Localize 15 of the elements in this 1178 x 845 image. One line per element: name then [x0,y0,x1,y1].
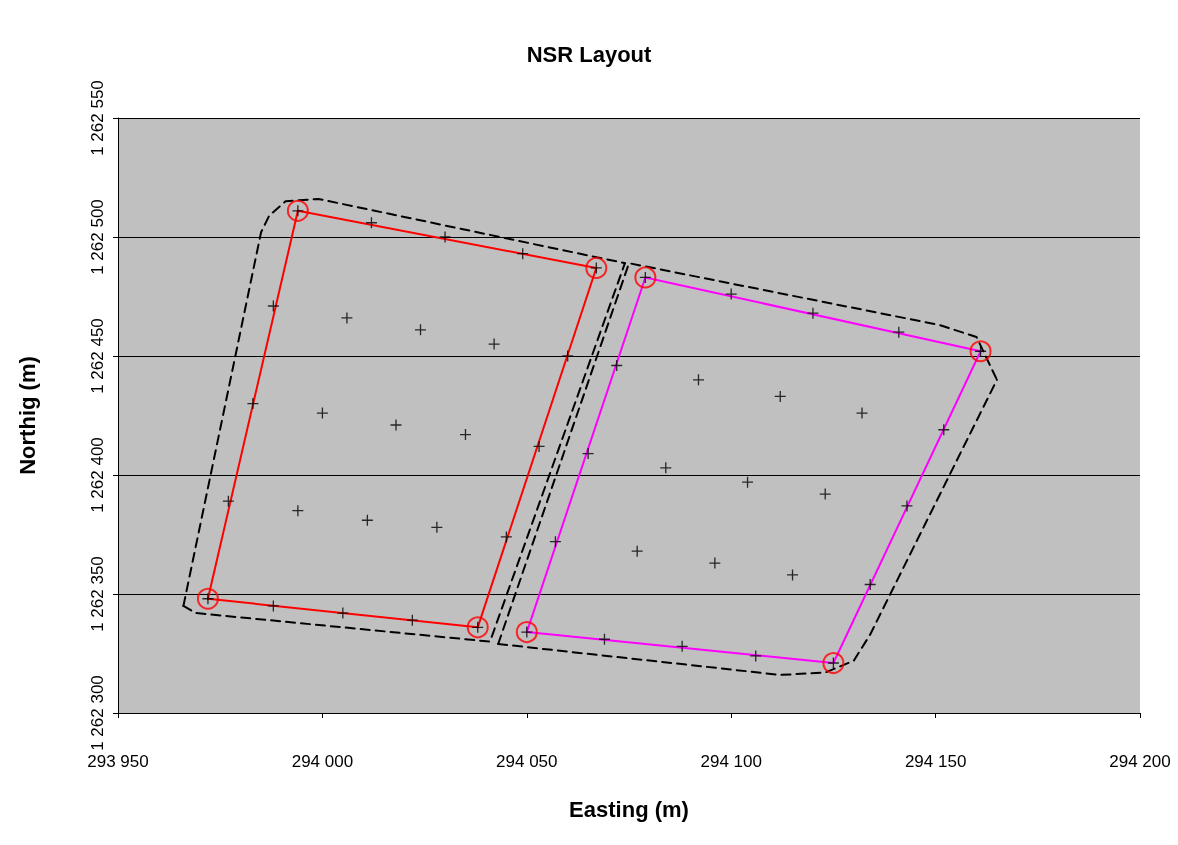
y-axis-title: Northig (m) [14,356,40,475]
y-tick-label: 1 262 550 [88,80,107,156]
y-tick-label: 1 262 500 [88,199,107,275]
chart-title: NSR Layout [526,41,652,67]
x-tick-label: 294 050 [496,752,558,771]
x-tick-label: 294 200 [1109,752,1171,771]
x-axis-title: Easting (m) [569,796,689,822]
x-tick-label: 293 950 [87,752,149,771]
x-tick-label: 294 000 [291,752,354,771]
y-tick-label: 1 262 300 [88,675,107,751]
y-tick-label: 1 262 350 [88,556,107,632]
x-tick-label: 294 150 [904,752,967,771]
x-tick-label: 294 100 [700,752,762,771]
y-tick-label: 1 262 400 [88,437,107,513]
y-tick-label: 1 262 450 [88,318,107,394]
